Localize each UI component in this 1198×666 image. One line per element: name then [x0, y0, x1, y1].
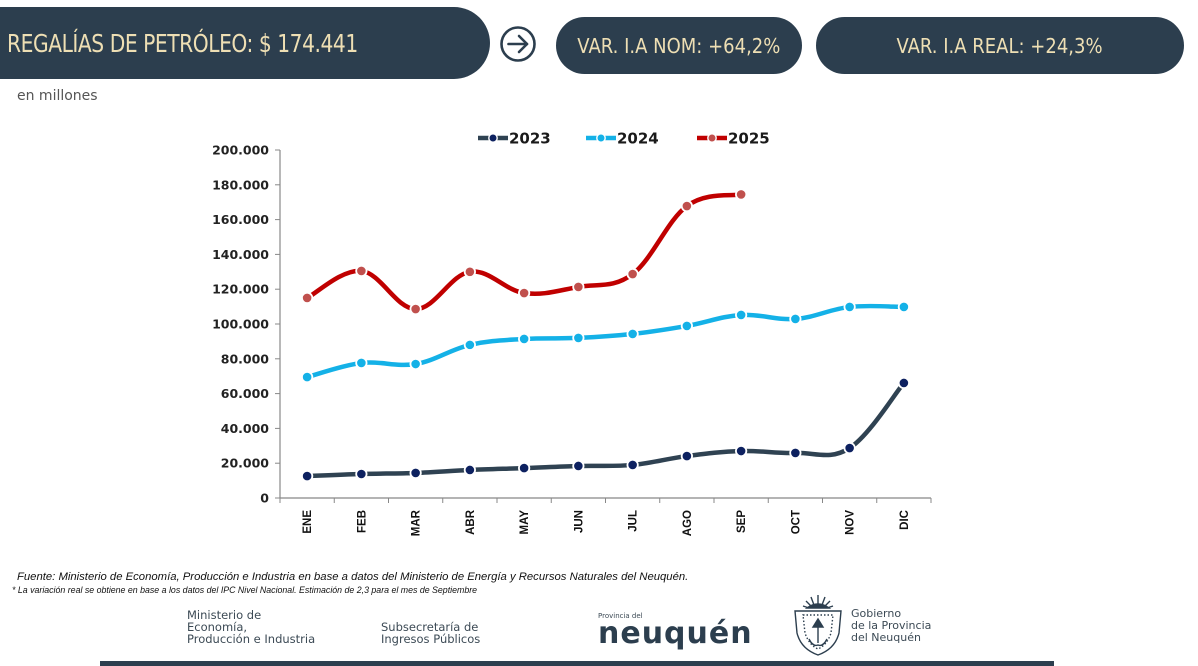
data-point-2023 [463, 463, 476, 477]
data-point-2023 [518, 461, 531, 475]
y-tick-label: 100.000 [212, 317, 269, 332]
source-note: Fuente: Ministerio de Economía, Producci… [17, 571, 689, 583]
var-nominal-text: VAR. I.A NOM: +64,2% [577, 33, 781, 58]
x-tick-label: MAR [411, 509, 423, 536]
y-tick-label: 40.000 [221, 421, 270, 436]
var-real-text: VAR. I.A REAL: +24,3% [896, 33, 1104, 58]
legend-label-2025: 2025 [728, 130, 770, 148]
footer-bar [100, 661, 1054, 666]
data-point-2025 [355, 264, 368, 278]
x-tick-label: SEP [736, 510, 748, 533]
y-tick-label: 0 [260, 491, 269, 506]
var-nominal-pill: VAR. I.A NOM: +64,2% [556, 17, 802, 74]
data-point-2024 [572, 331, 585, 345]
data-point-2024 [301, 370, 314, 384]
logo-gobierno-line: del Neuquén [851, 631, 921, 644]
data-point-2024 [409, 357, 422, 371]
series-line-2023 [304, 380, 907, 479]
data-point-2024 [735, 308, 748, 322]
x-tick-label: JUL [628, 510, 640, 532]
y-tick-label: 180.000 [212, 177, 269, 192]
data-point-2023 [626, 458, 639, 472]
unit-label: en millones [17, 88, 98, 104]
y-tick-label: 60.000 [221, 386, 270, 401]
data-point-2024 [518, 332, 531, 346]
logo-subsecretaria: Subsecretaría de Ingresos Públicos [381, 621, 480, 645]
logo-neuquen: Provincia del neuquén [598, 612, 753, 651]
data-point-2025 [680, 199, 693, 213]
logo-gobierno-line: de la Provincia [851, 619, 932, 632]
legend-label-2023: 2023 [509, 130, 551, 148]
x-tick-label: MAY [519, 510, 531, 535]
series-line-2024 [304, 303, 907, 380]
x-tick-label: OCT [790, 510, 802, 534]
data-point-2024 [463, 338, 476, 351]
data-point-2024 [355, 356, 368, 370]
x-tick-label: ENE [302, 510, 314, 534]
legend-marker-2025 [707, 133, 717, 143]
y-tick-label: 80.000 [221, 351, 270, 366]
data-point-2023 [301, 469, 314, 483]
data-point-2025 [518, 286, 531, 300]
var-real-pill: VAR. I.A REAL: +24,3% [816, 17, 1184, 74]
data-point-2025 [301, 291, 314, 304]
data-point-2024 [789, 312, 802, 326]
coat-of-arms-icon [794, 595, 842, 656]
logo-subsecretaria-line: Subsecretaría de [381, 620, 479, 634]
real-variation-note: * La variación real se obtiene en base a… [12, 585, 478, 595]
x-tick-label: DIC [899, 510, 911, 530]
legend-label-2024: 2024 [617, 130, 659, 148]
legend-marker-2024 [596, 133, 606, 143]
x-tick-label: FEB [356, 510, 368, 533]
x-tick-label: AGO [682, 510, 694, 536]
data-point-2023 [355, 467, 368, 481]
data-point-2024 [843, 300, 856, 314]
data-point-2025 [626, 267, 639, 281]
logo-ministerio: Ministerio de Economía, Producción e Ind… [187, 609, 315, 645]
logo-ministerio-line: Economía, [187, 620, 248, 634]
logo-subsecretaria-line: Ingresos Públicos [381, 632, 481, 646]
y-tick-label: 160.000 [212, 212, 269, 227]
data-point-2023 [572, 459, 585, 473]
data-point-2023 [735, 444, 748, 458]
y-tick-label: 200.000 [212, 143, 269, 158]
data-point-2025 [735, 188, 748, 201]
logo-neuquen-big: neuquén [598, 616, 753, 651]
data-point-2024 [680, 319, 693, 333]
y-tick-label: 120.000 [212, 282, 269, 297]
logo-gobierno: Gobierno de la Provincia del Neuquén [851, 608, 931, 644]
logo-gobierno-line: Gobierno [851, 607, 902, 620]
data-point-2023 [789, 446, 802, 460]
kpi-regalias-text: REGALÍAS DE PETRÓLEO: $ 174.441 [7, 28, 358, 58]
arrow-right-circle-icon [500, 26, 536, 62]
logo-ministerio-line: Ministerio de [187, 608, 262, 622]
data-point-2023 [897, 376, 910, 390]
data-point-2024 [626, 327, 639, 341]
x-tick-label: JUN [573, 510, 585, 533]
logo-ministerio-line: Producción e Industria [187, 632, 316, 646]
data-point-2025 [463, 265, 476, 278]
data-point-2025 [572, 280, 585, 294]
y-tick-label: 20.000 [221, 456, 270, 471]
data-point-2023 [843, 441, 856, 455]
y-tick-label: 140.000 [212, 247, 269, 262]
line-chart: 0 20.000 40.000 60.000 80.000 100.000 120.000 1… [212, 130, 932, 536]
legend-marker-2023 [488, 133, 498, 143]
x-tick-label: NOV [845, 510, 857, 535]
x-tick-label: ABR [465, 509, 477, 535]
kpi-regalias-pill: REGALÍAS DE PETRÓLEO: $ 174.441 [0, 7, 490, 79]
data-point-2024 [897, 300, 910, 314]
data-point-2023 [409, 466, 422, 480]
data-point-2023 [680, 449, 693, 463]
logo-neuquen-small: Provincia del [598, 612, 643, 620]
data-point-2025 [409, 302, 422, 316]
